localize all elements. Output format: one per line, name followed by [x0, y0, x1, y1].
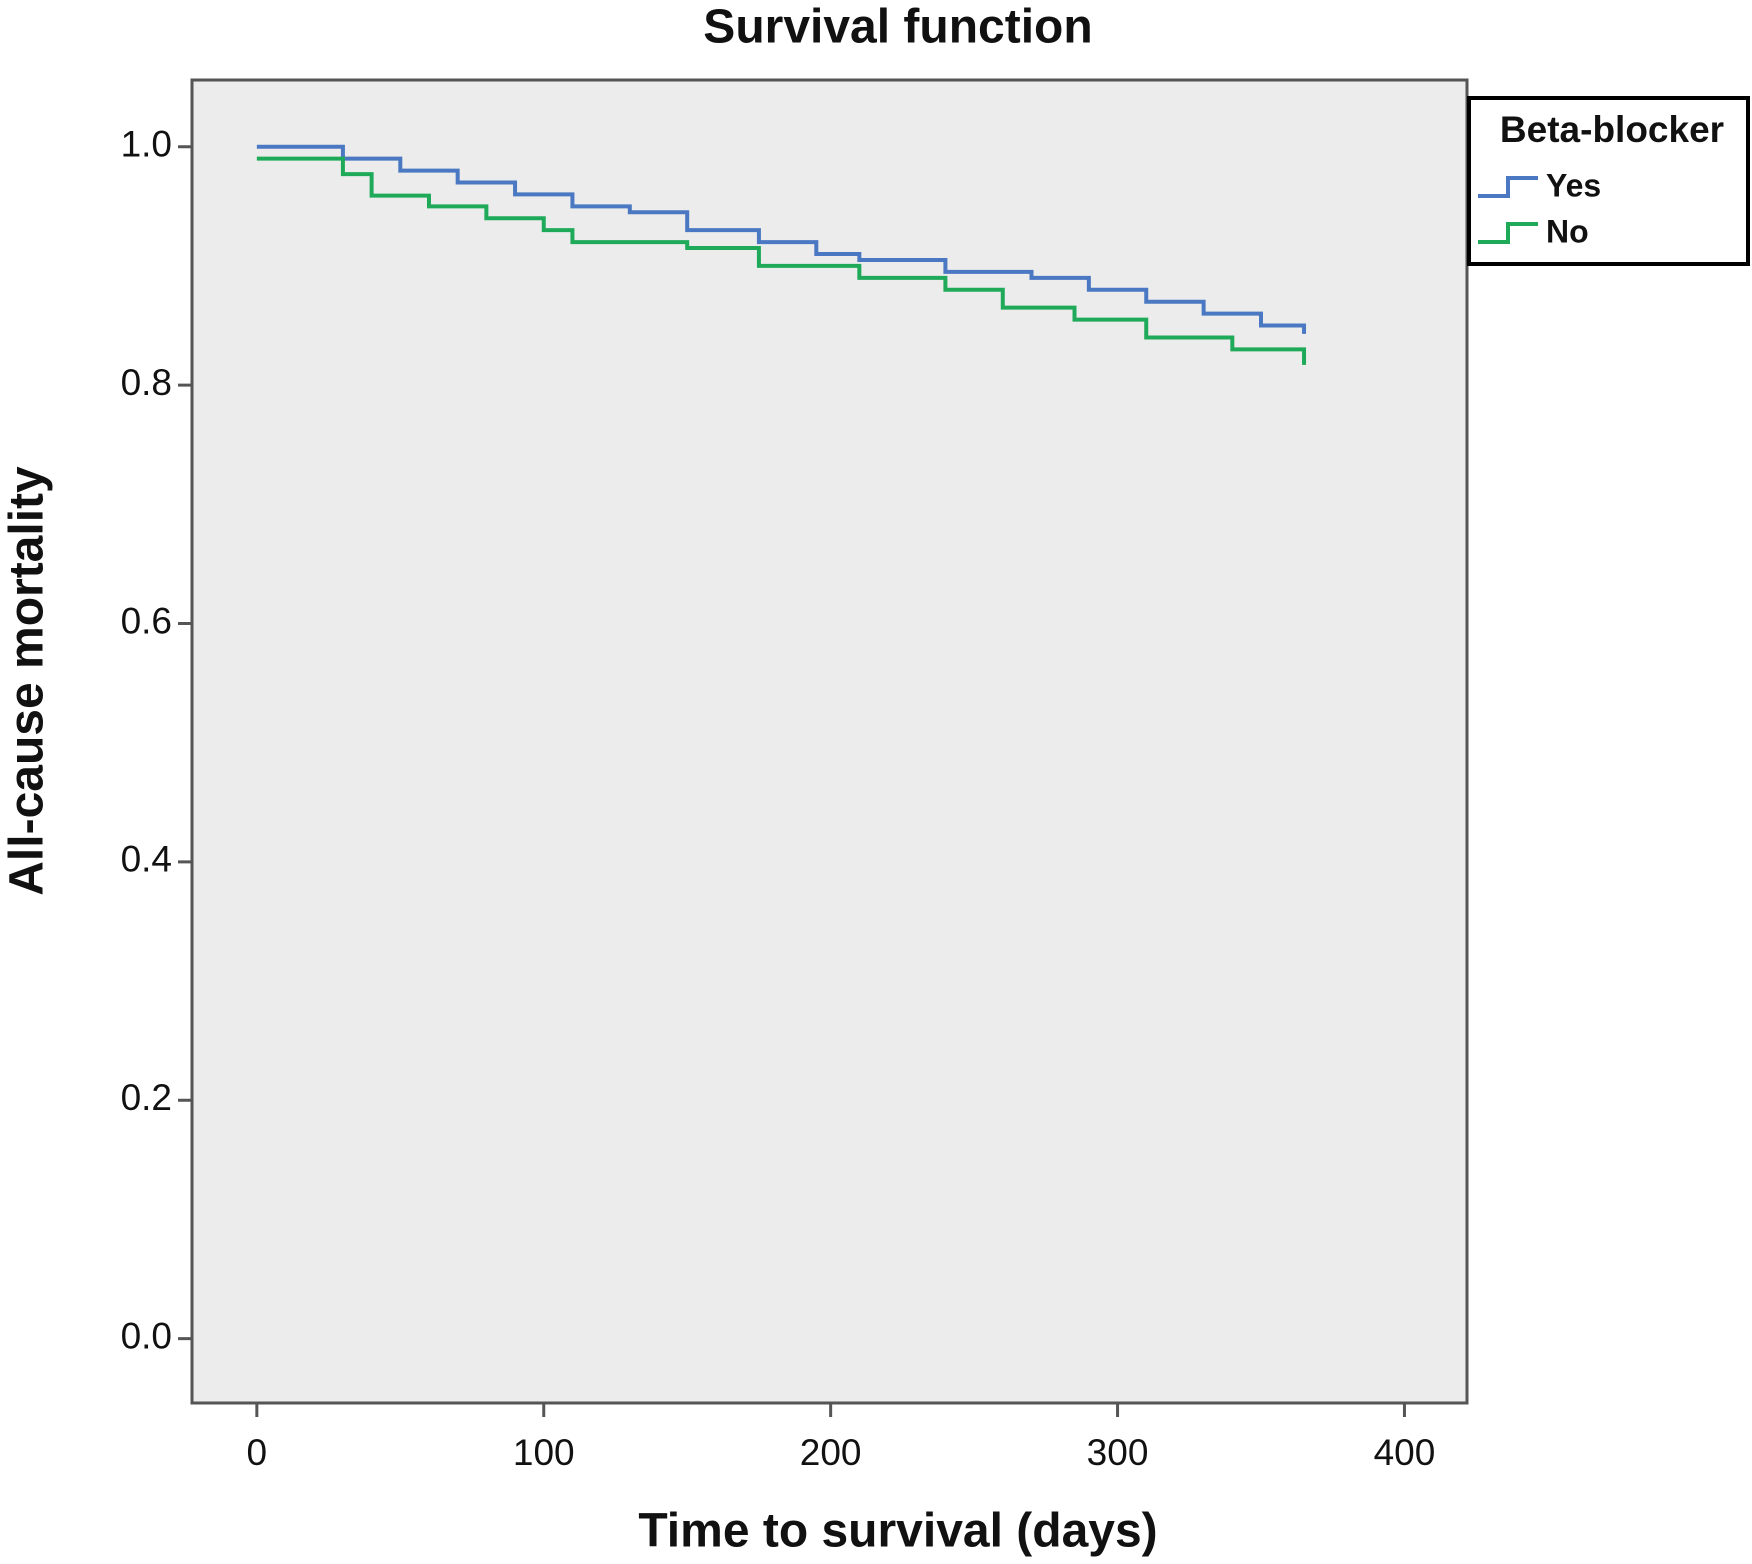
legend-label: No — [1546, 213, 1589, 249]
y-tick-label: 1.0 — [121, 124, 172, 165]
x-tick-label: 300 — [1087, 1432, 1149, 1473]
legend-swatch — [1478, 176, 1538, 198]
x-tick-label: 200 — [800, 1432, 862, 1473]
survival-line — [256, 156, 1307, 365]
y-tick-label: 0.8 — [121, 362, 172, 403]
plot-area — [190, 78, 1469, 1405]
legend-swatch — [1478, 222, 1538, 244]
y-tick-label: 0.6 — [121, 600, 172, 641]
x-tick-label: 100 — [513, 1432, 575, 1473]
legend-title: Beta-blocker — [1500, 109, 1724, 150]
y-tick-label: 0.2 — [121, 1077, 172, 1118]
x-axis-label: Time to survival (days) — [638, 1505, 1157, 1558]
x-tick-label: 0 — [247, 1432, 268, 1473]
legend-box — [1467, 96, 1750, 266]
legend-label: Yes — [1546, 167, 1601, 203]
y-tick-label: 0.0 — [121, 1315, 172, 1356]
survival-line — [256, 144, 1307, 334]
y-tick-label: 0.4 — [121, 839, 172, 880]
y-axis-label: All-cause mortality — [1, 466, 54, 896]
chart-title: Survival function — [703, 1, 1092, 54]
x-tick-label: 400 — [1374, 1432, 1436, 1473]
